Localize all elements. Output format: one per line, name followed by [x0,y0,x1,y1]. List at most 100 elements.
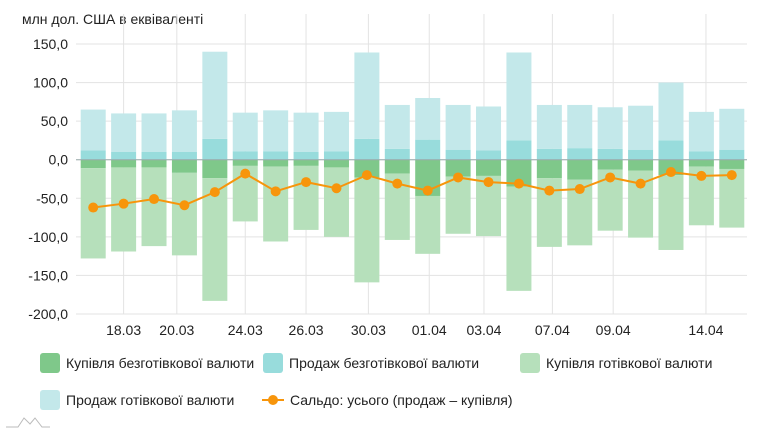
bar-segment [658,175,684,250]
bar-segment [80,159,106,169]
bar-segment [384,159,410,174]
y-tick-label: 150,0 [33,36,68,52]
balance-point [574,184,585,195]
x-tick-label: 03.04 [466,322,501,338]
bar-segment [80,109,106,151]
bar-segment [111,159,137,168]
balance-point [726,170,737,181]
balance-point [88,202,99,213]
bar-segment [506,186,532,291]
bar-segment [536,159,562,179]
bar-segment [263,166,289,242]
balance-point [270,186,281,197]
bar-segment [202,51,228,139]
x-tick-label: 26.03 [289,322,324,338]
legend-swatch [263,353,283,373]
bar-segment [384,104,410,149]
y-tick-label: 50,0 [41,113,68,129]
legend-label: Сальдо: усього (продаж – купівля) [290,392,513,408]
bar-segment [111,152,137,160]
balance-point [118,198,129,209]
bar-segment [476,150,502,160]
bar-segment [445,104,471,150]
bar-segment [415,195,441,254]
bar-segment [202,178,228,301]
y-tick-label: -100,0 [28,229,68,245]
balance-point [605,172,616,183]
bar-segment [111,167,137,252]
bar-segment [141,113,167,152]
chart: 150,0 100,0 50,0 0,0 -50,0 -100,0 -150,0 -200,0… [28,14,747,338]
legend-cash-purchase[interactable]: Купівля готівкової валюти [520,353,712,373]
bar-segment [719,159,745,169]
bar-segment [293,112,319,152]
balance-line [93,171,732,209]
legend-swatch [520,353,540,373]
y-tick-label: 100,0 [33,75,68,91]
bar-segment [567,159,593,180]
bar-segment [354,177,380,283]
bar-segment [141,152,167,160]
bar-segment [263,159,289,167]
bar-segment [323,111,349,152]
bar-segment [141,167,167,247]
bar-segment [445,159,471,177]
bar-segment [415,139,441,160]
balance-point [331,183,342,194]
bar-segment [658,140,684,160]
x-tick-label: 01.04 [412,322,447,338]
x-tick-label: 18.03 [106,322,141,338]
bar-segment [445,176,471,234]
balance-point [544,185,555,196]
legend-noncash-purchase[interactable]: Купівля безготівкової валюти [40,353,254,373]
balance-point [635,178,646,189]
y-tick-label: -50,0 [36,190,68,206]
bar-segment [293,159,319,166]
bar-segment [171,172,197,256]
bar-segment [445,149,471,160]
bar-segment [719,149,745,160]
balance-point [513,178,524,189]
balance-point [483,177,494,188]
balance-point [422,185,433,196]
bar-segment [232,151,258,160]
bar-segment [202,138,228,160]
bar-segment [384,148,410,160]
bar-segment [202,159,228,179]
bar-segment [688,111,714,152]
bar-segment [263,110,289,152]
legend-label: Купівля безготівкової валюти [66,355,255,371]
legend-cash-sale[interactable]: Продаж готівкової валюти [40,390,234,410]
bar-segment [80,150,106,160]
bar-segment [597,107,623,149]
legend-balance[interactable]: Сальдо: усього (продаж – купівля) [262,390,513,410]
legend-label: Продаж безготівкової валюти [289,355,480,371]
x-tick-label: 20.03 [159,322,194,338]
bar-segment [688,159,714,167]
bar-segment [597,159,623,170]
bar-segment [354,52,380,139]
bar-segment [354,138,380,160]
bar-segment [476,106,502,151]
balance-point [149,194,160,205]
bar-segment [415,98,441,140]
balance-point [240,168,251,179]
bar-segment [567,104,593,149]
bar-segment [628,149,654,160]
balance-point [392,178,403,189]
bar-segment [171,110,197,152]
bar-segment [232,112,258,152]
balance-point [209,187,220,198]
legend-noncash-sale[interactable]: Продаж безготівкової валюти [263,353,479,373]
bar-segment [506,52,532,141]
balance-point [665,167,676,178]
unit-label: млн дол. США в еквіваленті [22,11,204,27]
y-tick-label: -150,0 [28,267,68,283]
bar-segment [597,148,623,160]
x-tick-label: 24.03 [228,322,263,338]
bar-segment [354,159,380,178]
bar-segment [536,148,562,160]
logo-icon [6,417,50,428]
legend-swatch [40,390,60,410]
y-tick-label: 0,0 [49,152,69,168]
